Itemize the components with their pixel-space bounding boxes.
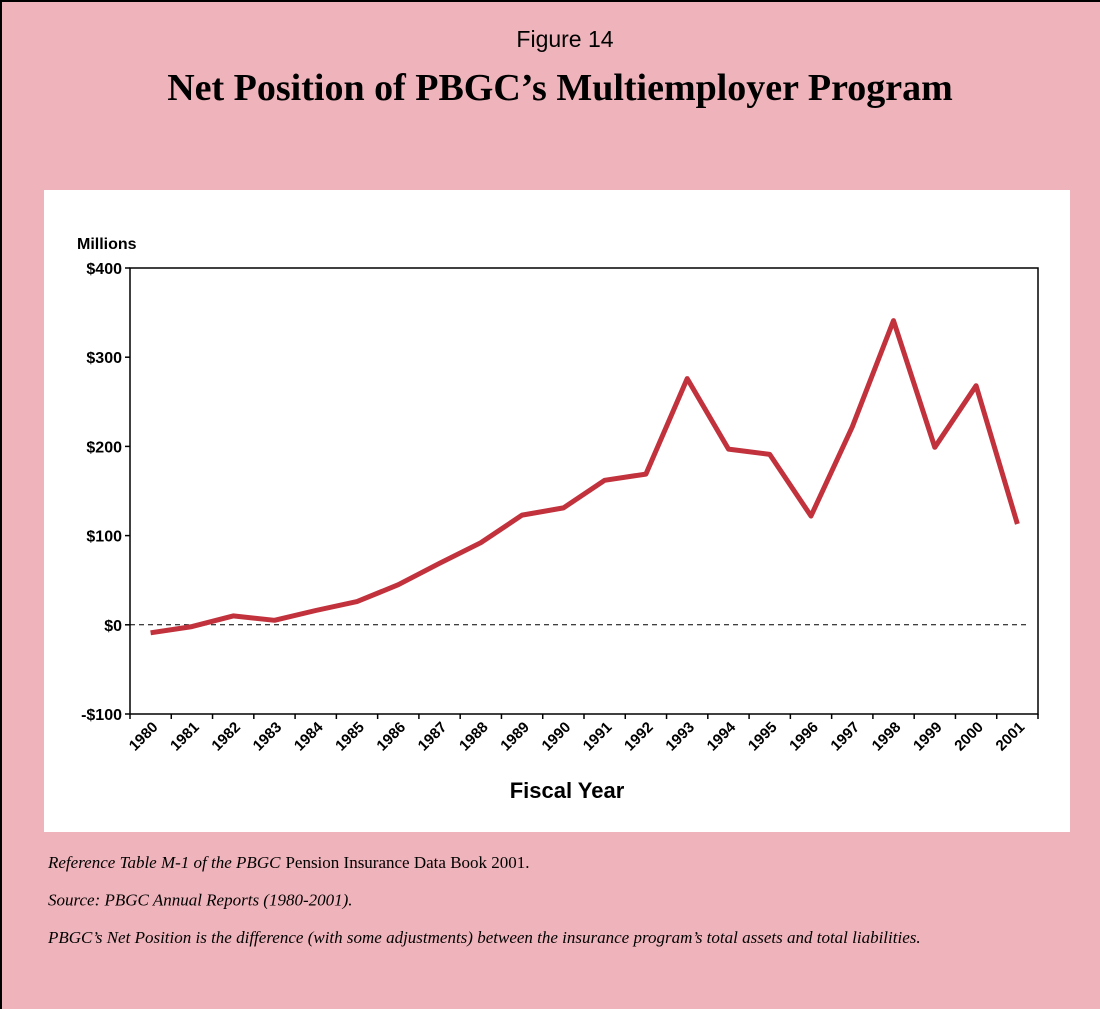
note-part: PBGC’s Net Position is the difference (w…: [47, 928, 921, 947]
y-tick-label: $200: [86, 439, 122, 456]
chart-title: Net Position of PBGC’s Multiemployer Pro…: [167, 67, 953, 109]
y-tick-label: -$100: [81, 707, 122, 724]
note: Source: PBGC Annual Reports (1980-2001).: [48, 891, 353, 910]
note: PBGC’s Net Position is the difference (w…: [47, 928, 921, 947]
y-axis-label: Millions: [77, 236, 137, 253]
note-part: Source: PBGC Annual Reports (1980-2001).: [48, 891, 353, 910]
note-part: Reference Table M-1 of the PBGC: [47, 853, 281, 872]
y-tick-label: $400: [86, 261, 122, 278]
note-part: Pension Insurance Data Book 2001.: [285, 853, 529, 872]
y-tick-label: $0: [104, 618, 122, 635]
x-axis-label: Fiscal Year: [510, 778, 625, 803]
y-tick-label: $100: [86, 529, 122, 546]
figure-label: Figure 14: [516, 26, 613, 52]
y-tick-label: $300: [86, 350, 122, 367]
note: Reference Table M-1 of the PBGC Pension I…: [47, 853, 530, 872]
data-line: [150, 318, 1020, 636]
